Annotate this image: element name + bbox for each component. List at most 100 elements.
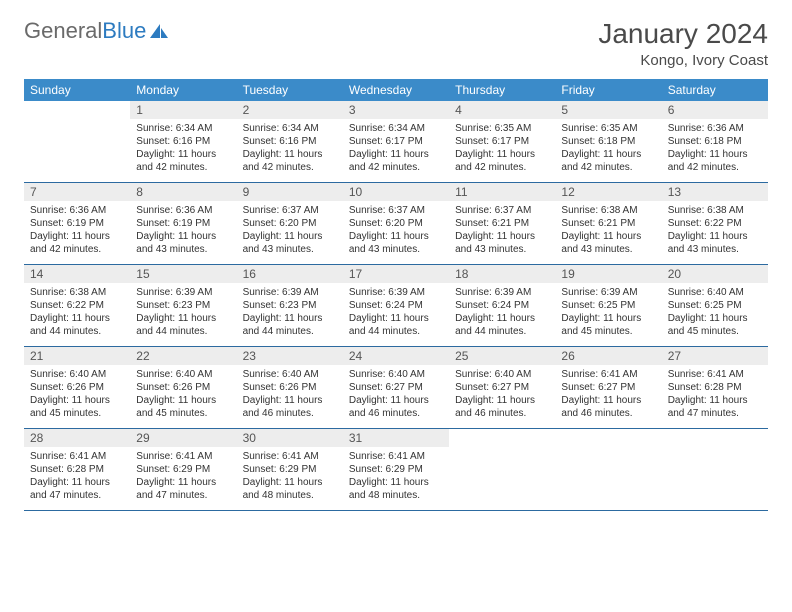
day-cell (662, 429, 768, 511)
day-cell: 25Sunrise: 6:40 AMSunset: 6:27 PMDayligh… (449, 347, 555, 429)
day-number: 3 (343, 101, 449, 119)
day-details: Sunrise: 6:38 AMSunset: 6:22 PMDaylight:… (662, 201, 768, 264)
dow-tuesday: Tuesday (237, 79, 343, 101)
day-number: 25 (449, 347, 555, 365)
day-details: Sunrise: 6:39 AMSunset: 6:23 PMDaylight:… (130, 283, 236, 346)
day-details: Sunrise: 6:37 AMSunset: 6:20 PMDaylight:… (237, 201, 343, 264)
day-cell: 14Sunrise: 6:38 AMSunset: 6:22 PMDayligh… (24, 265, 130, 347)
day-number: 24 (343, 347, 449, 365)
day-details: Sunrise: 6:35 AMSunset: 6:18 PMDaylight:… (555, 119, 661, 182)
day-cell: 1Sunrise: 6:34 AMSunset: 6:16 PMDaylight… (130, 101, 236, 183)
dow-thursday: Thursday (449, 79, 555, 101)
week-row: 21Sunrise: 6:40 AMSunset: 6:26 PMDayligh… (24, 347, 768, 429)
dow-wednesday: Wednesday (343, 79, 449, 101)
day-number: 7 (24, 183, 130, 201)
day-details: Sunrise: 6:37 AMSunset: 6:21 PMDaylight:… (449, 201, 555, 264)
day-number: 20 (662, 265, 768, 283)
day-cell: 19Sunrise: 6:39 AMSunset: 6:25 PMDayligh… (555, 265, 661, 347)
day-cell: 26Sunrise: 6:41 AMSunset: 6:27 PMDayligh… (555, 347, 661, 429)
day-cell: 20Sunrise: 6:40 AMSunset: 6:25 PMDayligh… (662, 265, 768, 347)
day-cell: 10Sunrise: 6:37 AMSunset: 6:20 PMDayligh… (343, 183, 449, 265)
day-number: 26 (555, 347, 661, 365)
day-cell: 27Sunrise: 6:41 AMSunset: 6:28 PMDayligh… (662, 347, 768, 429)
day-number: 31 (343, 429, 449, 447)
day-cell: 7Sunrise: 6:36 AMSunset: 6:19 PMDaylight… (24, 183, 130, 265)
day-details: Sunrise: 6:41 AMSunset: 6:27 PMDaylight:… (555, 365, 661, 428)
day-details: Sunrise: 6:39 AMSunset: 6:24 PMDaylight:… (343, 283, 449, 346)
month-title: January 2024 (598, 18, 768, 50)
day-details: Sunrise: 6:40 AMSunset: 6:27 PMDaylight:… (343, 365, 449, 428)
day-number: 16 (237, 265, 343, 283)
day-number: 12 (555, 183, 661, 201)
day-details: Sunrise: 6:41 AMSunset: 6:29 PMDaylight:… (237, 447, 343, 510)
day-cell: 3Sunrise: 6:34 AMSunset: 6:17 PMDaylight… (343, 101, 449, 183)
day-cell (449, 429, 555, 511)
day-number: 21 (24, 347, 130, 365)
day-details: Sunrise: 6:36 AMSunset: 6:18 PMDaylight:… (662, 119, 768, 182)
day-cell: 4Sunrise: 6:35 AMSunset: 6:17 PMDaylight… (449, 101, 555, 183)
week-row: 1Sunrise: 6:34 AMSunset: 6:16 PMDaylight… (24, 101, 768, 183)
day-number: 13 (662, 183, 768, 201)
day-details: Sunrise: 6:35 AMSunset: 6:17 PMDaylight:… (449, 119, 555, 182)
day-details: Sunrise: 6:34 AMSunset: 6:16 PMDaylight:… (130, 119, 236, 182)
day-number: 15 (130, 265, 236, 283)
day-details: Sunrise: 6:39 AMSunset: 6:23 PMDaylight:… (237, 283, 343, 346)
day-cell: 21Sunrise: 6:40 AMSunset: 6:26 PMDayligh… (24, 347, 130, 429)
week-row: 7Sunrise: 6:36 AMSunset: 6:19 PMDaylight… (24, 183, 768, 265)
day-details: Sunrise: 6:41 AMSunset: 6:29 PMDaylight:… (130, 447, 236, 510)
day-cell: 17Sunrise: 6:39 AMSunset: 6:24 PMDayligh… (343, 265, 449, 347)
dow-saturday: Saturday (662, 79, 768, 101)
day-cell: 24Sunrise: 6:40 AMSunset: 6:27 PMDayligh… (343, 347, 449, 429)
day-cell: 5Sunrise: 6:35 AMSunset: 6:18 PMDaylight… (555, 101, 661, 183)
day-details: Sunrise: 6:34 AMSunset: 6:17 PMDaylight:… (343, 119, 449, 182)
day-cell: 12Sunrise: 6:38 AMSunset: 6:21 PMDayligh… (555, 183, 661, 265)
calendar-table: Sunday Monday Tuesday Wednesday Thursday… (24, 79, 768, 511)
day-cell: 8Sunrise: 6:36 AMSunset: 6:19 PMDaylight… (130, 183, 236, 265)
day-details: Sunrise: 6:39 AMSunset: 6:24 PMDaylight:… (449, 283, 555, 346)
day-details: Sunrise: 6:34 AMSunset: 6:16 PMDaylight:… (237, 119, 343, 182)
day-cell: 30Sunrise: 6:41 AMSunset: 6:29 PMDayligh… (237, 429, 343, 511)
brand-part2: Blue (102, 18, 146, 44)
day-number: 10 (343, 183, 449, 201)
day-number: 27 (662, 347, 768, 365)
day-details: Sunrise: 6:38 AMSunset: 6:22 PMDaylight:… (24, 283, 130, 346)
day-cell (555, 429, 661, 511)
day-details: Sunrise: 6:39 AMSunset: 6:25 PMDaylight:… (555, 283, 661, 346)
day-cell: 29Sunrise: 6:41 AMSunset: 6:29 PMDayligh… (130, 429, 236, 511)
day-number: 28 (24, 429, 130, 447)
day-details: Sunrise: 6:36 AMSunset: 6:19 PMDaylight:… (130, 201, 236, 264)
day-cell: 16Sunrise: 6:39 AMSunset: 6:23 PMDayligh… (237, 265, 343, 347)
day-details: Sunrise: 6:37 AMSunset: 6:20 PMDaylight:… (343, 201, 449, 264)
day-number: 5 (555, 101, 661, 119)
week-row: 14Sunrise: 6:38 AMSunset: 6:22 PMDayligh… (24, 265, 768, 347)
day-cell: 23Sunrise: 6:40 AMSunset: 6:26 PMDayligh… (237, 347, 343, 429)
day-cell (24, 101, 130, 183)
day-number: 2 (237, 101, 343, 119)
day-cell: 2Sunrise: 6:34 AMSunset: 6:16 PMDaylight… (237, 101, 343, 183)
day-details: Sunrise: 6:36 AMSunset: 6:19 PMDaylight:… (24, 201, 130, 264)
day-number: 23 (237, 347, 343, 365)
day-details: Sunrise: 6:40 AMSunset: 6:27 PMDaylight:… (449, 365, 555, 428)
day-details: Sunrise: 6:40 AMSunset: 6:25 PMDaylight:… (662, 283, 768, 346)
day-details: Sunrise: 6:41 AMSunset: 6:28 PMDaylight:… (24, 447, 130, 510)
dow-friday: Friday (555, 79, 661, 101)
day-number: 14 (24, 265, 130, 283)
day-number: 30 (237, 429, 343, 447)
dow-row: Sunday Monday Tuesday Wednesday Thursday… (24, 79, 768, 101)
brand-logo: GeneralBlue (24, 18, 170, 44)
day-number: 17 (343, 265, 449, 283)
day-cell: 15Sunrise: 6:39 AMSunset: 6:23 PMDayligh… (130, 265, 236, 347)
day-cell: 22Sunrise: 6:40 AMSunset: 6:26 PMDayligh… (130, 347, 236, 429)
header: GeneralBlue January 2024 Kongo, Ivory Co… (24, 18, 768, 69)
week-row: 28Sunrise: 6:41 AMSunset: 6:28 PMDayligh… (24, 429, 768, 511)
day-details: Sunrise: 6:38 AMSunset: 6:21 PMDaylight:… (555, 201, 661, 264)
day-cell: 11Sunrise: 6:37 AMSunset: 6:21 PMDayligh… (449, 183, 555, 265)
day-number: 4 (449, 101, 555, 119)
day-number: 29 (130, 429, 236, 447)
day-cell: 31Sunrise: 6:41 AMSunset: 6:29 PMDayligh… (343, 429, 449, 511)
day-cell: 28Sunrise: 6:41 AMSunset: 6:28 PMDayligh… (24, 429, 130, 511)
day-details: Sunrise: 6:40 AMSunset: 6:26 PMDaylight:… (24, 365, 130, 428)
day-details: Sunrise: 6:40 AMSunset: 6:26 PMDaylight:… (237, 365, 343, 428)
day-number: 19 (555, 265, 661, 283)
day-cell: 6Sunrise: 6:36 AMSunset: 6:18 PMDaylight… (662, 101, 768, 183)
